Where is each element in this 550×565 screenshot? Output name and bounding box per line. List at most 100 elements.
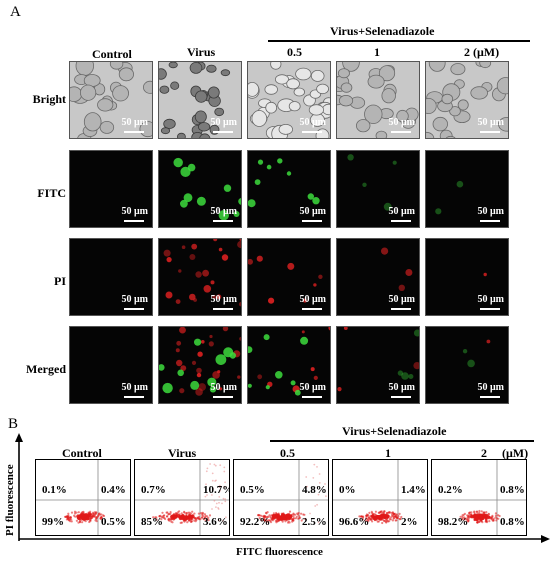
scale-bar-label: 50 μm <box>121 382 149 393</box>
micrograph-merged-virus: 50 μm <box>158 326 242 404</box>
micrograph-merged-1: 50 μm <box>336 326 420 404</box>
scale-bar-label: 50 μm <box>388 206 416 217</box>
quadrant-ur-percent: 1.4% <box>401 484 426 496</box>
panel-b-group-label: Virus+Selenadiazole <box>342 424 447 438</box>
panel-a-letter: A <box>10 4 21 20</box>
micrograph-fitc-2: 50 μm <box>425 150 509 228</box>
quadrant-lr-percent: 2.5% <box>302 516 327 528</box>
flow-header-2: 2 <box>481 446 487 460</box>
flow-header-unit: (μM) <box>502 446 529 460</box>
scale-bar <box>124 308 144 310</box>
quadrant-ul-percent: 0.5% <box>240 484 265 496</box>
scale-bar-label: 50 μm <box>477 382 505 393</box>
quadrant-ul-percent: 0.2% <box>438 484 463 496</box>
quadrant-ur-percent: 4.8% <box>302 484 327 496</box>
x-axis-label: FITC fluorescence <box>236 546 323 558</box>
micrograph-bright-0-5: 50 μm <box>247 61 331 139</box>
micrograph-bright-1: 50 μm <box>336 61 420 139</box>
scale-bar <box>302 220 322 222</box>
col-header-2: 2 (μM) <box>464 45 500 59</box>
scale-bar <box>213 308 233 310</box>
quadrant-ur-percent: 0.4% <box>101 484 126 496</box>
row-label-merged: Merged <box>26 362 66 376</box>
scale-bar-label: 50 μm <box>299 382 327 393</box>
scale-bar <box>124 396 144 398</box>
scale-bar <box>391 396 411 398</box>
micrograph-fitc-virus: 50 μm <box>158 150 242 228</box>
scale-bar-label: 50 μm <box>299 117 327 128</box>
flow-plot-1: 0% 1.4% 96.6% 2% <box>332 459 428 536</box>
scale-bar-label: 50 μm <box>121 294 149 305</box>
quadrant-lr-percent: 3.6% <box>203 516 228 528</box>
scale-bar-label: 50 μm <box>210 294 238 305</box>
scale-bar <box>391 308 411 310</box>
micrograph-pi-0-5: 50 μm <box>247 238 331 316</box>
scale-bar-label: 50 μm <box>210 117 238 128</box>
micrograph-pi-virus: 50 μm <box>158 238 242 316</box>
scale-bar-label: 50 μm <box>299 294 327 305</box>
quadrant-ul-percent: 0.7% <box>141 484 166 496</box>
quadrant-lr-percent: 0.8% <box>500 516 525 528</box>
micrograph-fitc-control: 50 μm <box>69 150 153 228</box>
scale-bar <box>391 220 411 222</box>
scale-bar <box>391 131 411 133</box>
panel-a-group-label: Virus+Selenadiazole <box>330 24 435 38</box>
quadrant-ll-percent: 99% <box>42 516 64 528</box>
micrograph-pi-1: 50 μm <box>336 238 420 316</box>
panel-b-letter: B <box>8 416 19 432</box>
row-label-fitc: FITC <box>37 186 66 200</box>
flow-header-0-5: 0.5 <box>280 446 295 460</box>
scale-bar-label: 50 μm <box>477 294 505 305</box>
scale-bar <box>124 131 144 133</box>
micrograph-bright-virus: 50 μm <box>158 61 242 139</box>
scale-bar-label: 50 μm <box>388 382 416 393</box>
col-header-virus: Virus <box>187 45 216 59</box>
micrograph-pi-control: 50 μm <box>69 238 153 316</box>
scale-bar <box>480 396 500 398</box>
col-header-1: 1 <box>374 45 380 59</box>
quadrant-ll-percent: 85% <box>141 516 163 528</box>
scale-bar <box>302 308 322 310</box>
scale-bar <box>480 220 500 222</box>
scale-bar <box>480 131 500 133</box>
scale-bar-label: 50 μm <box>477 206 505 217</box>
quadrant-ur-percent: 10.7% <box>203 484 229 496</box>
scale-bar <box>213 220 233 222</box>
quadrant-ul-percent: 0% <box>339 484 356 496</box>
panel-a-group-line <box>268 40 530 42</box>
scale-bar-label: 50 μm <box>210 382 238 393</box>
quadrant-ll-percent: 98.2% <box>438 516 469 528</box>
flow-plot-control: 0.1% 0.4% 99% 0.5% <box>35 459 131 536</box>
quadrant-lr-percent: 2% <box>401 516 418 528</box>
col-header-0-5: 0.5 <box>287 45 302 59</box>
scale-bar <box>213 396 233 398</box>
scale-bar-label: 50 μm <box>121 206 149 217</box>
micrograph-bright-control: 50 μm <box>69 61 153 139</box>
micrograph-fitc-0-5: 50 μm <box>247 150 331 228</box>
row-label-bright: Bright <box>32 92 66 106</box>
micrograph-pi-2: 50 μm <box>425 238 509 316</box>
scale-bar-label: 50 μm <box>477 117 505 128</box>
micrograph-merged-2: 50 μm <box>425 326 509 404</box>
flow-plot-2: 0.2% 0.8% 98.2% 0.8% <box>431 459 527 536</box>
scale-bar-label: 50 μm <box>121 117 149 128</box>
scale-bar-label: 50 μm <box>299 206 327 217</box>
micrograph-fitc-1: 50 μm <box>336 150 420 228</box>
flow-header-virus: Virus <box>168 446 197 460</box>
scale-bar-label: 50 μm <box>210 206 238 217</box>
x-axis-arrowhead <box>541 535 550 543</box>
col-header-control: Control <box>92 47 132 61</box>
flow-header-control: Control <box>62 446 102 460</box>
scale-bar-label: 50 μm <box>388 294 416 305</box>
scale-bar <box>480 308 500 310</box>
flow-header-1: 1 <box>385 446 391 460</box>
quadrant-ll-percent: 96.6% <box>339 516 370 528</box>
micrograph-merged-control: 50 μm <box>69 326 153 404</box>
y-axis-label: PI fluorescence <box>4 464 16 536</box>
quadrant-ll-percent: 92.2% <box>240 516 271 528</box>
panel-b-group-line <box>270 440 534 442</box>
row-label-pi: PI <box>54 274 66 288</box>
flow-plot-virus: 0.7% 10.7% 85% 3.6% <box>134 459 230 536</box>
quadrant-ur-percent: 0.8% <box>500 484 525 496</box>
y-axis-arrowhead <box>15 433 23 442</box>
